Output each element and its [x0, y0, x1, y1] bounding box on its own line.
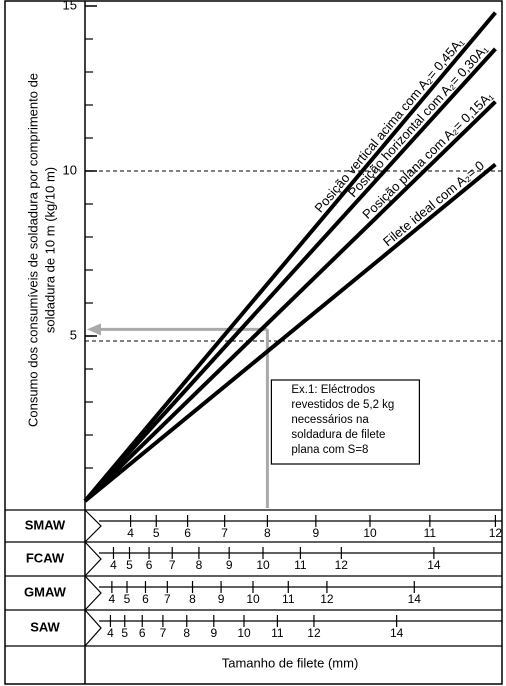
- scale-label: 7: [221, 526, 228, 540]
- row-chevron: [84, 541, 102, 577]
- scale-label: 6: [146, 558, 153, 572]
- scale-label: 7: [160, 626, 167, 640]
- x-axis-label: Tamanho de filete (mm): [222, 655, 359, 670]
- scale-label: 14: [408, 592, 422, 606]
- scale-label: 7: [169, 558, 176, 572]
- scale-label: 11: [271, 626, 284, 640]
- scale-label: 4: [127, 526, 134, 540]
- scale-label: 10: [256, 558, 270, 572]
- annotation-text: revestidos de 5,2 kg: [291, 399, 394, 411]
- scale-label: 11: [294, 558, 307, 572]
- annotation-text: soldadura de filete: [291, 429, 385, 441]
- scale-label: 9: [226, 558, 233, 572]
- row-name: SAW: [30, 619, 60, 634]
- row-chevron: [84, 609, 102, 647]
- scale-label: 10: [246, 592, 260, 606]
- scale-label: 5: [153, 526, 160, 540]
- scale-label: 9: [313, 526, 320, 540]
- scale-label: 10: [237, 626, 251, 640]
- scale-label: 8: [183, 626, 190, 640]
- series-line: [83, 100, 497, 503]
- row-name: FCAW: [26, 550, 65, 565]
- row-chevron: [84, 509, 102, 543]
- scale-label: 10: [363, 526, 377, 540]
- scale-label: 6: [139, 626, 146, 640]
- scale-label: 8: [189, 592, 196, 606]
- scale-label: 12: [307, 626, 321, 640]
- series-line: [83, 11, 497, 503]
- scale-label: 14: [390, 626, 404, 640]
- row-chevron: [84, 575, 102, 611]
- scale-label: 5: [124, 592, 131, 606]
- scale-label: 6: [142, 592, 149, 606]
- y-tick-label: 10: [63, 162, 77, 177]
- scale-label: 14: [427, 558, 441, 572]
- scale-label: 11: [282, 592, 295, 606]
- series-line: [83, 47, 497, 503]
- scale-label: 12: [489, 526, 503, 540]
- scale-label: 9: [210, 626, 217, 640]
- y-tick-label: 5: [70, 327, 77, 342]
- scale-label: 12: [335, 558, 349, 572]
- row-name: GMAW: [24, 584, 67, 599]
- y-axis-label: soldadura de 10 m (kg/10 m): [42, 167, 57, 333]
- series-line: [83, 162, 497, 503]
- scale-label: 6: [184, 526, 191, 540]
- scale-label: 11: [424, 526, 437, 540]
- annotation-text: plana com S=8: [291, 444, 368, 456]
- scale-label: 5: [121, 626, 128, 640]
- scale-label: 5: [126, 558, 133, 572]
- arrow-head: [87, 323, 101, 336]
- scale-label: 9: [218, 592, 225, 606]
- y-axis-label: Consumo dos consumíveis de soldadura por…: [25, 73, 40, 427]
- scale-label: 8: [264, 526, 271, 540]
- scale-label: 12: [320, 592, 334, 606]
- y-tick-label: 15: [63, 0, 77, 12]
- row-name: SMAW: [25, 517, 66, 532]
- scale-label: 7: [164, 592, 171, 606]
- annotation-box: [270, 379, 420, 465]
- annotation-text: necessários na: [291, 414, 369, 426]
- scale-label: 4: [109, 592, 116, 606]
- scale-label: 8: [196, 558, 203, 572]
- frame: [4, 0, 503, 685]
- scale-label: 4: [107, 626, 114, 640]
- annotation-text: Ex.1: Eléctrodos: [291, 384, 375, 396]
- scale-label: 4: [110, 558, 117, 572]
